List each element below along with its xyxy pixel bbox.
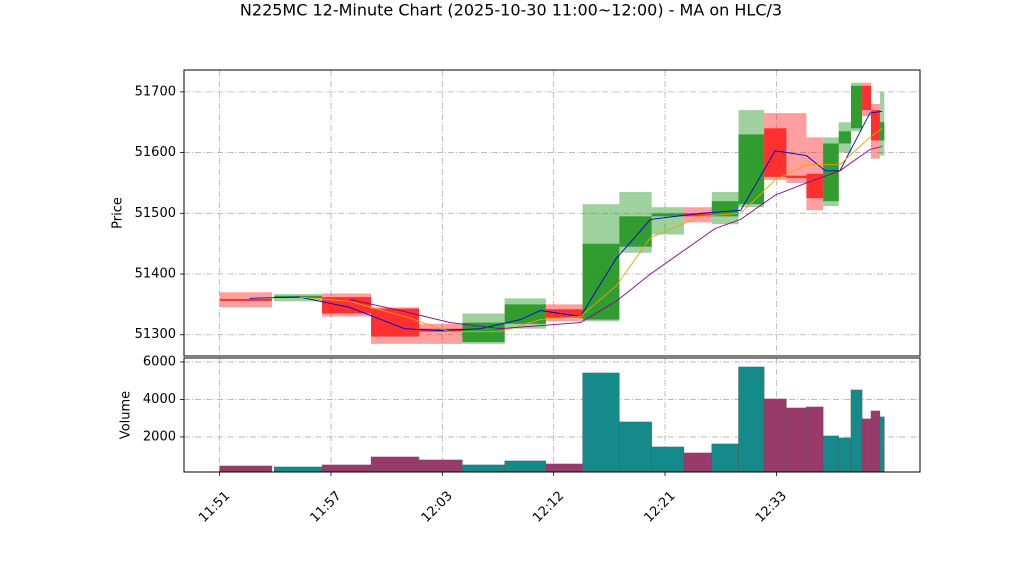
y-axis-label: Price: [111, 197, 126, 229]
candle-body: [504, 304, 546, 324]
volume-bar: [545, 463, 583, 473]
volume-bar: [370, 456, 420, 473]
volume-bar: [582, 372, 620, 473]
candle-body: [582, 243, 620, 320]
volume-tick-label: 2000: [143, 429, 176, 444]
volume-bar: [738, 366, 765, 473]
y-tick-label: 51300: [135, 327, 176, 342]
candle-wick: [786, 113, 807, 183]
volume-bar: [870, 410, 881, 473]
volume-tick-label: 6000: [143, 354, 176, 369]
volume-bar: [504, 460, 547, 473]
volume-bar: [321, 464, 372, 473]
volume-bar: [838, 437, 852, 473]
volume-bar: [806, 406, 824, 473]
volume-bar: [763, 398, 787, 473]
volume-bar: [219, 465, 273, 473]
plot: 11:51 11:57 12:03 12:12 12:21 12:33 51300 51400…: [135, 70, 920, 526]
y-tick-label: 51500: [135, 206, 176, 221]
volume-bar: [822, 435, 839, 473]
candle-body: [683, 213, 712, 217]
price-frame: [183, 69, 921, 357]
candle-body: [850, 85, 863, 129]
candle-body: [806, 173, 824, 199]
y-tick-label: 51600: [135, 145, 176, 160]
candle-body: [462, 322, 505, 343]
candle-wick: [418, 323, 463, 344]
candle-body: [838, 131, 851, 144]
volume-axis-label: Volume: [119, 391, 134, 439]
y-tick-label: 51400: [135, 267, 176, 282]
ma-line: [299, 127, 883, 333]
candle-body: [651, 213, 684, 217]
candle-body: [371, 308, 419, 337]
candle-body: [619, 216, 652, 247]
x-tick-label: 12:12: [530, 489, 567, 526]
volume-bar: [879, 416, 885, 473]
volume-tick-label: 4000: [143, 392, 176, 407]
volume-bar: [850, 389, 863, 473]
candle-body: [862, 85, 872, 111]
candle-body: [879, 122, 885, 141]
candle-body: [545, 309, 583, 318]
candle-body: [711, 201, 739, 217]
volume-bar: [418, 459, 463, 473]
x-tick-label: 12:03: [419, 489, 456, 526]
volume-bar: [651, 446, 685, 473]
candle-body: [786, 175, 807, 179]
x-tick-label: 11:57: [307, 489, 344, 526]
x-tick-label: 11:51: [196, 489, 233, 526]
x-tick-label: 12:33: [753, 489, 790, 526]
candle-body: [219, 298, 272, 301]
volume-bar: [711, 443, 739, 473]
chart-title: N225MC 12-Minute Chart (2025-10-30 11:00…: [240, 1, 782, 20]
volume-bar: [619, 421, 652, 473]
candle-body: [764, 128, 787, 177]
x-tick-label: 12:21: [641, 489, 678, 526]
ma-line: [349, 146, 883, 330]
candle-body: [871, 110, 880, 141]
volume-bar: [861, 418, 872, 473]
volume-frame: [183, 357, 921, 473]
y-tick-label: 51700: [135, 84, 176, 99]
candle-body: [738, 134, 765, 205]
candle-body: [823, 143, 839, 202]
ma-line: [249, 110, 883, 331]
volume-bar: [786, 407, 807, 473]
volume-bar: [273, 466, 323, 473]
volume-bar: [683, 452, 712, 473]
volume-bar: [462, 464, 505, 473]
